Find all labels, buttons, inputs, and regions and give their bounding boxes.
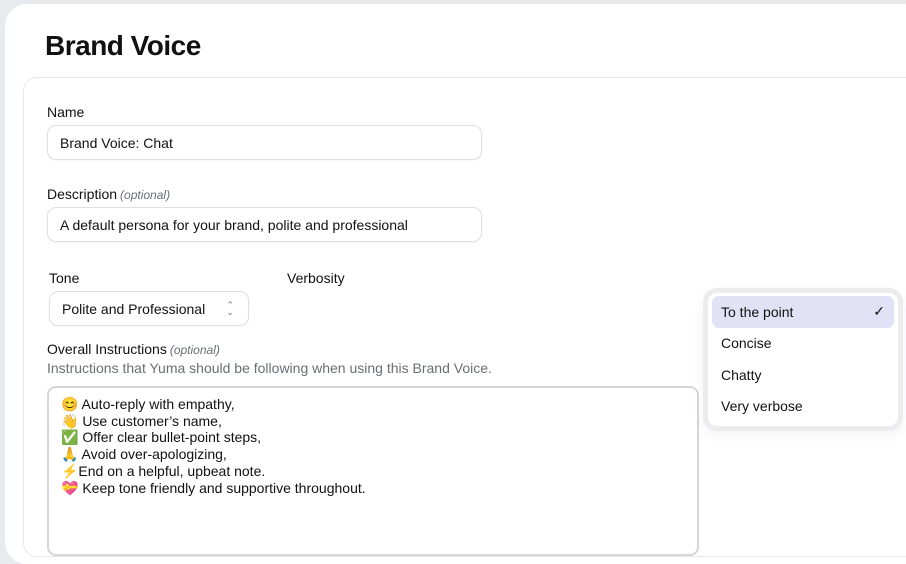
tone-select[interactable]: Polite and Professional ⌃ ⌄ — [49, 291, 249, 326]
description-input[interactable]: A default persona for your brand, polite… — [47, 207, 482, 242]
verbosity-option-very-verbose[interactable]: Very verbose — [712, 391, 894, 423]
description-label-text: Description — [47, 186, 118, 202]
verbosity-option-concise[interactable]: Concise — [712, 328, 894, 360]
verbosity-dropdown: To the point ✓ Concise Chatty Very verbos… — [703, 288, 903, 431]
option-label: Concise — [721, 335, 772, 352]
option-label: Chatty — [721, 366, 762, 383]
description-value: A default persona for your brand, polite… — [60, 216, 408, 233]
option-label: Very verbose — [721, 398, 803, 415]
name-value: Brand Voice: Chat — [60, 134, 173, 151]
verbosity-option-to-the-point[interactable]: To the point ✓ — [712, 296, 894, 328]
optional-tag: (optional) — [120, 188, 171, 202]
optional-tag: (optional) — [169, 343, 220, 357]
page-title: Brand Voice — [45, 30, 201, 61]
instructions-label-text: Overall Instructions — [47, 341, 167, 357]
verbosity-option-chatty[interactable]: Chatty — [712, 359, 894, 391]
instructions-textarea[interactable]: 😊 Auto-reply with empathy, 👋 Use custome… — [47, 386, 699, 556]
check-icon: ✓ — [873, 303, 885, 320]
description-label: Description (optional) — [47, 186, 170, 202]
verbosity-label: Verbosity — [287, 270, 345, 286]
instructions-hint: Instructions that Yuma should be followi… — [47, 360, 492, 376]
tone-label: Tone — [49, 270, 80, 286]
instructions-label: Overall Instructions (optional) — [47, 341, 220, 357]
name-input[interactable]: Brand Voice: Chat — [47, 125, 482, 160]
option-label: To the point — [721, 303, 794, 320]
chevron-up-down-icon: ⌃ ⌄ — [226, 299, 234, 317]
name-label: Name — [47, 104, 85, 120]
tone-value: Polite and Professional — [62, 300, 206, 317]
